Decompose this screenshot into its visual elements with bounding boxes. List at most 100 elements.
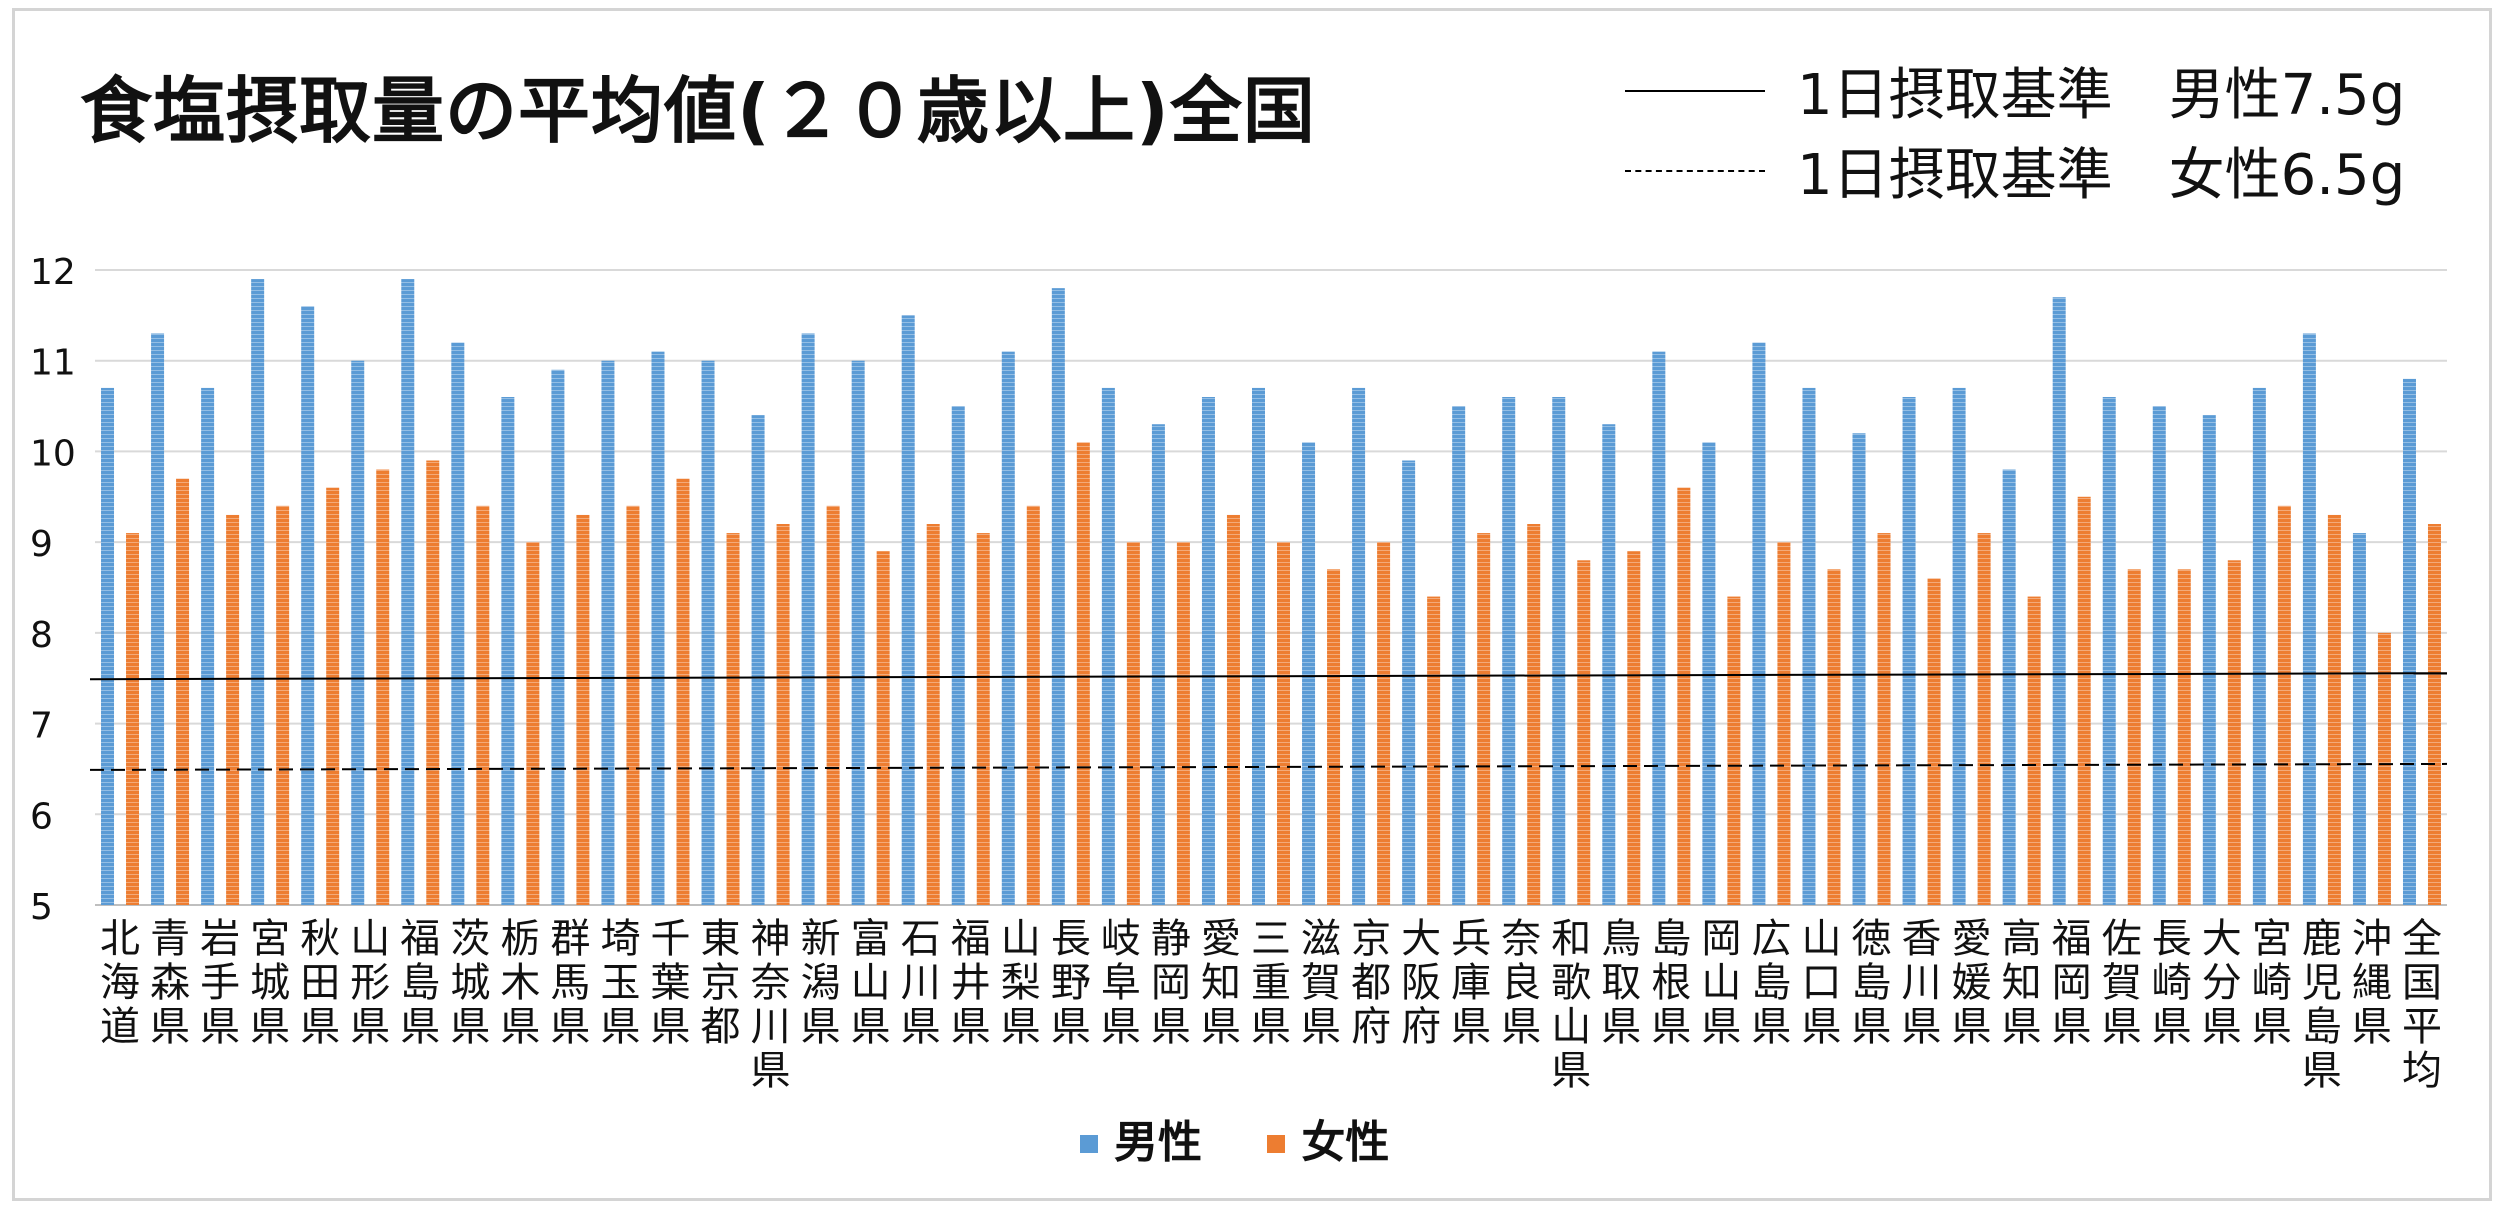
reference-legend-male-label: 1日摂取基準 男性7.5g: [1797, 63, 2406, 128]
x-tick-label: 県: [1301, 1004, 1341, 1050]
bar-male: [2102, 397, 2116, 905]
x-tick-label: 山: [1001, 916, 1041, 962]
x-tick-label: 県: [1801, 1004, 1841, 1050]
bar-male: [1552, 397, 1566, 905]
x-tick-label: 山: [851, 960, 891, 1006]
y-tick-label: 5: [30, 887, 53, 928]
bar-male: [2302, 333, 2316, 905]
grid-layer: [95, 269, 2447, 906]
bar-male: [1952, 387, 1966, 905]
y-tick-label: 12: [30, 252, 76, 293]
x-tick-label: 府: [1351, 1004, 1391, 1050]
bar-female: [576, 514, 590, 905]
x-tick-label: 媛: [1952, 960, 1992, 1006]
x-tick-label: 手: [200, 960, 240, 1006]
x-tick-label: 形: [350, 960, 390, 1006]
x-tick-label: 大: [1401, 916, 1441, 962]
bar-female: [1777, 542, 1791, 905]
bar-female: [2177, 569, 2191, 905]
x-tick-label: 県: [1451, 1004, 1491, 1050]
x-tick-label: 海: [100, 960, 140, 1006]
bar-female: [1477, 533, 1491, 905]
x-tick-label: 歌: [1551, 960, 1591, 1006]
x-tick-label: 県: [1201, 1004, 1241, 1050]
x-tick-label: 県: [250, 1004, 290, 1050]
x-tick-label: 縄: [2352, 960, 2392, 1006]
bar-male: [201, 387, 215, 905]
x-tick-label: 佐: [2102, 916, 2142, 962]
bar-male: [2402, 378, 2416, 905]
bar-female: [2127, 569, 2141, 905]
x-tick-label: 県: [2052, 1004, 2092, 1050]
x-tick-label: 秋: [300, 916, 340, 962]
bar-female: [176, 478, 190, 905]
x-tick-label: 東: [701, 916, 741, 962]
bar-female: [1727, 596, 1741, 905]
x-tick-label: 県: [1051, 1004, 1091, 1050]
x-tick-label: 県: [1551, 1048, 1591, 1094]
legend-label-male: 男性: [1114, 1117, 1202, 1168]
bar-female: [526, 542, 540, 905]
axis-labels-layer: 56789101112北海道青森県岩手県宮城県秋田県山形県福島県茨城県栃木県群馬…: [30, 252, 2442, 1094]
y-tick-label: 7: [30, 706, 53, 747]
bar-female: [1026, 505, 1040, 905]
x-tick-label: 田: [300, 960, 340, 1006]
bar-female: [1827, 569, 1841, 905]
x-tick-label: 滋: [1301, 916, 1341, 962]
x-tick-label: 取: [1601, 960, 1641, 1006]
x-tick-label: 宮: [250, 916, 290, 962]
x-tick-label: 島: [1852, 960, 1892, 1006]
x-tick-label: 葉: [650, 960, 690, 1006]
x-tick-label: 県: [1902, 1004, 1942, 1050]
x-tick-label: 岡: [1151, 960, 1191, 1006]
x-tick-label: 県: [751, 1048, 791, 1094]
bar-female: [2277, 505, 2291, 905]
x-tick-label: 知: [2002, 960, 2042, 1006]
x-tick-label: 城: [450, 960, 490, 1006]
bar-female: [1126, 542, 1140, 905]
y-tick-label: 8: [30, 615, 53, 656]
x-tick-label: 府: [1401, 1004, 1441, 1050]
x-tick-label: 阜: [1101, 960, 1141, 1006]
bar-female: [226, 514, 240, 905]
x-tick-label: 静: [1151, 916, 1191, 962]
x-tick-label: 県: [851, 1004, 891, 1050]
y-tick-label: 11: [30, 343, 76, 384]
bar-female: [976, 533, 990, 905]
bar-male: [2152, 406, 2166, 905]
legend-swatch-male: [1080, 1135, 1098, 1153]
x-tick-label: 川: [901, 960, 941, 1006]
bar-male: [101, 387, 115, 905]
x-tick-label: 京: [1351, 916, 1391, 962]
x-tick-label: 児: [2302, 960, 2342, 1006]
bar-male: [2202, 415, 2216, 905]
bar-male: [351, 360, 365, 905]
bar-male: [2002, 469, 2016, 905]
x-tick-label: 和: [1551, 916, 1591, 962]
x-tick-label: 均: [2402, 1048, 2442, 1094]
legend-item-male: 男性: [1080, 1106, 1202, 1170]
x-tick-label: 県: [1601, 1004, 1641, 1050]
x-tick-label: 大: [2202, 916, 2242, 962]
x-tick-label: 福: [400, 916, 440, 962]
x-tick-label: 国: [2402, 960, 2442, 1006]
y-tick-label: 6: [30, 796, 53, 837]
series-legend: 男性 女性: [1080, 1106, 1439, 1170]
x-tick-label: 都: [701, 1004, 741, 1050]
reference-lines-layer: [89, 672, 2448, 771]
bar-male: [1252, 387, 1265, 905]
dashed-line-sample: [1625, 170, 1765, 172]
x-tick-label: 県: [2152, 1004, 2192, 1050]
x-tick-label: 山: [350, 916, 390, 962]
x-tick-label: 森: [150, 960, 190, 1006]
bar-male: [1802, 387, 1816, 905]
bar-male: [1001, 351, 1015, 906]
x-tick-label: 茨: [450, 916, 490, 962]
x-tick-label: 山: [1701, 960, 1741, 1006]
bar-female: [1176, 542, 1190, 905]
bar-female: [1627, 551, 1641, 905]
x-tick-label: 島: [1651, 916, 1691, 962]
x-tick-label: 福: [2052, 916, 2092, 962]
bar-female: [1677, 487, 1691, 905]
x-tick-label: 広: [1751, 916, 1791, 962]
